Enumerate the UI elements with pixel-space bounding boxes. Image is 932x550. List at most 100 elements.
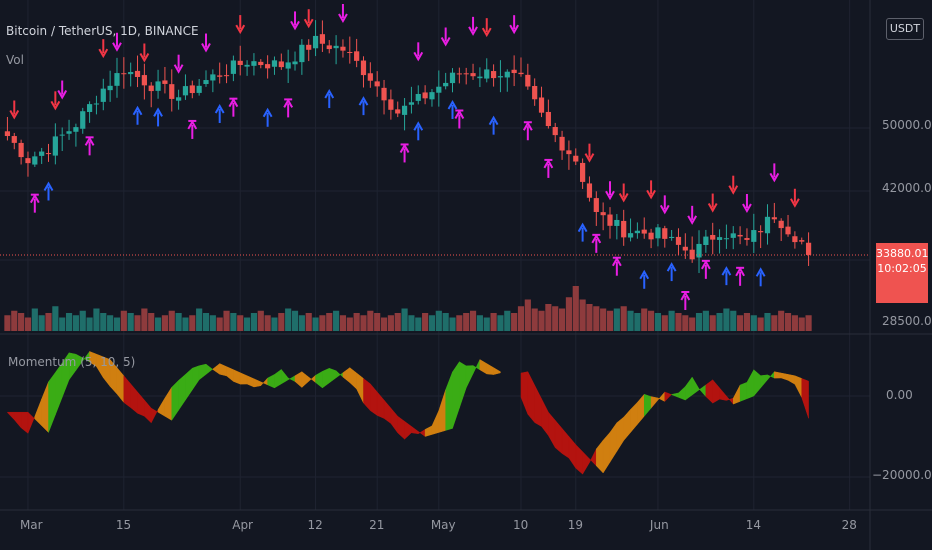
momentum-band — [404, 420, 412, 440]
candle-body — [52, 136, 58, 156]
volume-bar — [24, 317, 32, 331]
candle-body — [675, 236, 682, 245]
volume-bar — [442, 313, 449, 331]
sell-arrow-head — [790, 198, 800, 208]
momentum-band — [418, 428, 426, 437]
sell-signal-arrow-head — [605, 190, 615, 201]
candle-body — [758, 231, 764, 233]
momentum-band — [7, 411, 15, 421]
candle-body — [771, 217, 777, 220]
momentum-band — [452, 360, 460, 429]
buy-arrow-head — [262, 107, 273, 118]
volume-bar — [387, 315, 394, 331]
sell-arrow-head — [9, 110, 20, 120]
volume-bar — [45, 313, 52, 331]
candle-body — [463, 73, 469, 75]
momentum-band — [116, 366, 125, 404]
volume-bar — [483, 317, 490, 331]
candle-body — [265, 64, 271, 69]
volume-bar — [298, 315, 305, 331]
volume-bar — [264, 315, 271, 331]
candle-body — [59, 134, 65, 136]
candle-body — [497, 76, 504, 78]
volume-bar — [737, 315, 744, 331]
momentum-band — [520, 371, 529, 415]
momentum-label: Momentum (5, 10, 5) — [8, 355, 136, 369]
volume-bar — [209, 315, 216, 331]
candle-body — [655, 227, 661, 239]
momentum-band — [363, 377, 371, 412]
candle-body — [737, 234, 743, 237]
candle-body — [374, 81, 380, 87]
momentum-band — [411, 425, 419, 435]
candle-body — [669, 236, 675, 238]
candle-body — [162, 80, 168, 84]
volume-bar — [613, 308, 620, 331]
momentum-band — [445, 371, 453, 431]
candle-body — [45, 153, 52, 155]
volume-bar — [675, 313, 682, 331]
volume-bar — [237, 315, 244, 331]
candle-body — [251, 61, 257, 66]
candle-body — [114, 73, 120, 86]
momentum-band — [253, 378, 262, 388]
candle-body — [134, 70, 141, 77]
buy-arrow-head — [577, 222, 588, 233]
momentum-band — [534, 385, 542, 427]
volume-bar — [538, 310, 545, 331]
candle-body — [271, 60, 278, 67]
momentum-band — [602, 431, 611, 474]
sell-signal-arrow-head — [509, 24, 520, 35]
buy-arrow-head — [639, 269, 650, 280]
momentum-band — [774, 371, 782, 379]
candle-body — [306, 44, 312, 50]
candle-body — [648, 232, 654, 240]
candle-body — [490, 71, 497, 79]
momentum-band — [171, 379, 179, 422]
buy-signal-arrow-head — [187, 119, 198, 130]
candle-body — [580, 162, 586, 182]
volume-bar — [175, 313, 182, 331]
x-tick-label: 10 — [512, 518, 529, 532]
candle-body — [511, 69, 517, 74]
volume-bar — [771, 315, 778, 331]
candle-body — [422, 92, 428, 99]
volume-bar — [79, 310, 86, 331]
candle-body — [299, 44, 305, 63]
buy-signal-arrow-head — [228, 97, 239, 108]
momentum-tick-neg20000: −20000.00 — [872, 468, 932, 482]
candle-body — [155, 81, 161, 91]
candle-body — [367, 73, 373, 81]
candle-body — [723, 238, 730, 240]
x-tick-label: Apr — [232, 518, 253, 532]
x-tick-label: May — [430, 518, 456, 532]
candle-body — [799, 240, 805, 242]
candle-body — [525, 74, 531, 87]
volume-bar — [490, 313, 497, 331]
buy-signal-arrow-head — [522, 121, 533, 131]
candle-body — [573, 155, 579, 162]
volume-bar — [422, 313, 429, 331]
volume-bar — [682, 315, 689, 331]
volume-bar — [346, 317, 353, 331]
volume-bar — [463, 313, 470, 331]
momentum-band — [459, 361, 467, 409]
candle-body — [477, 76, 483, 79]
candle-body — [566, 150, 572, 155]
volume-bar — [593, 306, 600, 331]
volume-bar — [394, 313, 401, 331]
momentum-band — [233, 369, 241, 385]
candle-body — [401, 105, 408, 115]
candle-body — [25, 158, 31, 164]
momentum-band — [726, 395, 734, 405]
candle-body — [532, 85, 538, 100]
momentum-band — [637, 393, 645, 426]
currency-unit-button[interactable]: USDT — [886, 18, 924, 40]
sell-arrow-head — [50, 100, 61, 111]
volume-bar — [326, 313, 333, 331]
x-tick-label: 15 — [115, 518, 132, 532]
candle-body — [552, 127, 558, 136]
momentum-band — [205, 363, 214, 375]
candle-body — [148, 85, 154, 92]
